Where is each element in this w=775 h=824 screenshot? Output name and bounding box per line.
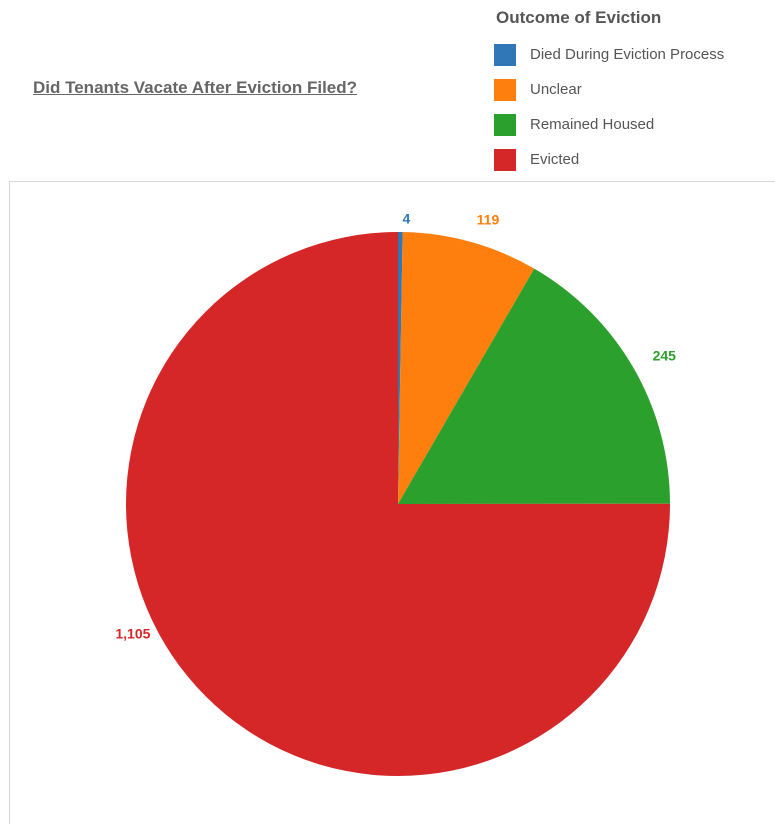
legend-swatch [494, 43, 516, 66]
legend-label: Evicted [530, 151, 580, 168]
legend-item-died[interactable]: Died During Eviction Process [494, 37, 775, 72]
legend-label: Unclear [530, 81, 582, 98]
legend-swatch [494, 148, 516, 171]
pie-slice-evicted[interactable] [125, 232, 670, 776]
legend-label: Remained Housed [530, 116, 655, 133]
data-label-remained-housed: 245 [653, 348, 677, 364]
chart-frame [9, 181, 775, 824]
legend-item-remained-housed[interactable]: Remained Housed [494, 107, 775, 142]
pie-slice-died[interactable] [398, 232, 403, 504]
legend-swatch [494, 78, 516, 101]
data-label-unclear: 119 [477, 211, 500, 227]
chart-title: Did Tenants Vacate After Eviction Filed? [33, 78, 358, 97]
legend-title: Outcome of Eviction [496, 8, 662, 27]
data-label-evicted: 1,105 [115, 625, 150, 641]
legend-swatch [494, 113, 516, 136]
legend-label: Died During Eviction Process [530, 46, 725, 63]
legend-item-unclear[interactable]: Unclear [494, 72, 775, 107]
pie-slice-remained-housed[interactable] [398, 268, 670, 504]
pie-slice-unclear[interactable] [398, 232, 535, 504]
legend: Outcome of Eviction Died During Eviction… [494, 8, 775, 177]
legend-item-evicted[interactable]: Evicted [494, 142, 775, 177]
data-label-died: 4 [403, 211, 411, 227]
